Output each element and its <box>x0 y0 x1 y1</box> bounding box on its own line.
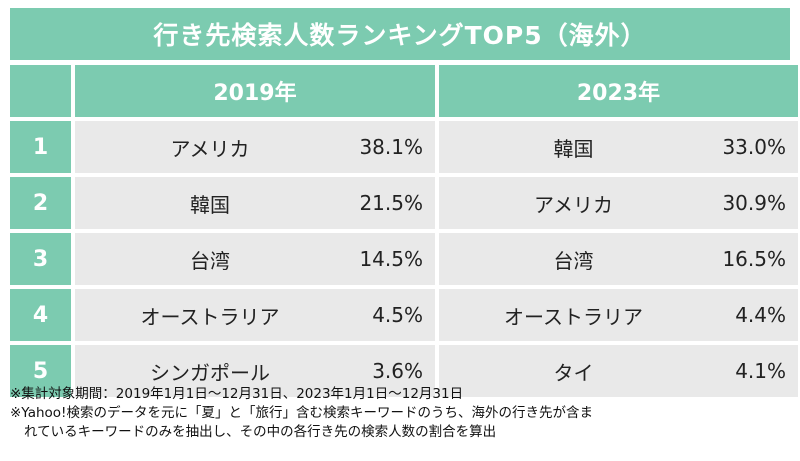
table-cell-2019: オーストラリア 4.5% <box>75 289 435 341</box>
chart-title: 行き先検索人数ランキングTOP5（海外） <box>10 8 790 60</box>
rank-label: 5 <box>10 345 71 397</box>
destination-name: 韓国 <box>190 192 230 217</box>
footnotes: ※集計対象期間：2019年1月1日〜12月31日、2023年1月1日〜12月31… <box>10 385 790 442</box>
table-cell-2023: オーストラリア 4.4% <box>439 289 798 341</box>
rank-label: 1 <box>10 121 71 173</box>
table-cell-2019: 韓国 21.5% <box>75 177 435 229</box>
search-share: 4.4% <box>735 303 786 327</box>
footnote-method-continued: れているキーワードのみを抽出し、その中の各行き先の検索人数の割合を算出 <box>24 424 497 440</box>
destination-name: オーストラリア <box>140 304 280 329</box>
footnote-method: ※Yahoo!検索のデータを元に「夏」と「旅行」含む検索キーワードのうち、海外の… <box>10 405 593 421</box>
footnote-period: ※集計対象期間：2019年1月1日〜12月31日、2023年1月1日〜12月31… <box>10 386 464 402</box>
column-header-2023: 2023年 <box>439 65 798 117</box>
search-share: 16.5% <box>722 247 786 271</box>
destination-name: 台湾 <box>553 248 594 273</box>
search-share: 3.6% <box>372 359 423 383</box>
header-corner <box>10 65 71 117</box>
table-cell-2023: 韓国 33.0% <box>439 121 798 173</box>
search-share: 21.5% <box>359 191 423 215</box>
table-cell-2023: アメリカ 30.9% <box>439 177 798 229</box>
table-cell-2019: 台湾 14.5% <box>75 233 435 285</box>
search-share: 30.9% <box>722 191 786 215</box>
search-share: 33.0% <box>722 135 786 159</box>
column-header-2019: 2019年 <box>75 65 435 117</box>
search-share: 4.5% <box>372 303 423 327</box>
destination-name: タイ <box>553 360 594 385</box>
search-share: 38.1% <box>359 135 423 159</box>
destination-name: アメリカ <box>534 192 613 217</box>
destination-name: 韓国 <box>553 136 594 161</box>
rank-label: 4 <box>10 289 71 341</box>
table-cell-2023: タイ 4.1% <box>439 345 798 397</box>
ranking-table: 2019年 2023年 1 アメリカ 38.1% 韓国 33.0% 2 韓国 2… <box>10 65 798 397</box>
destination-name: シンガポール <box>150 360 270 385</box>
table-cell-2019: シンガポール 3.6% <box>75 345 435 397</box>
table-cell-2023: 台湾 16.5% <box>439 233 798 285</box>
rank-label: 3 <box>10 233 71 285</box>
destination-name: 台湾 <box>190 248 230 273</box>
destination-name: オーストラリア <box>504 304 643 329</box>
table-cell-2019: アメリカ 38.1% <box>75 121 435 173</box>
search-share: 14.5% <box>359 247 423 271</box>
rank-label: 2 <box>10 177 71 229</box>
search-share: 4.1% <box>735 359 786 383</box>
destination-name: アメリカ <box>170 136 250 161</box>
